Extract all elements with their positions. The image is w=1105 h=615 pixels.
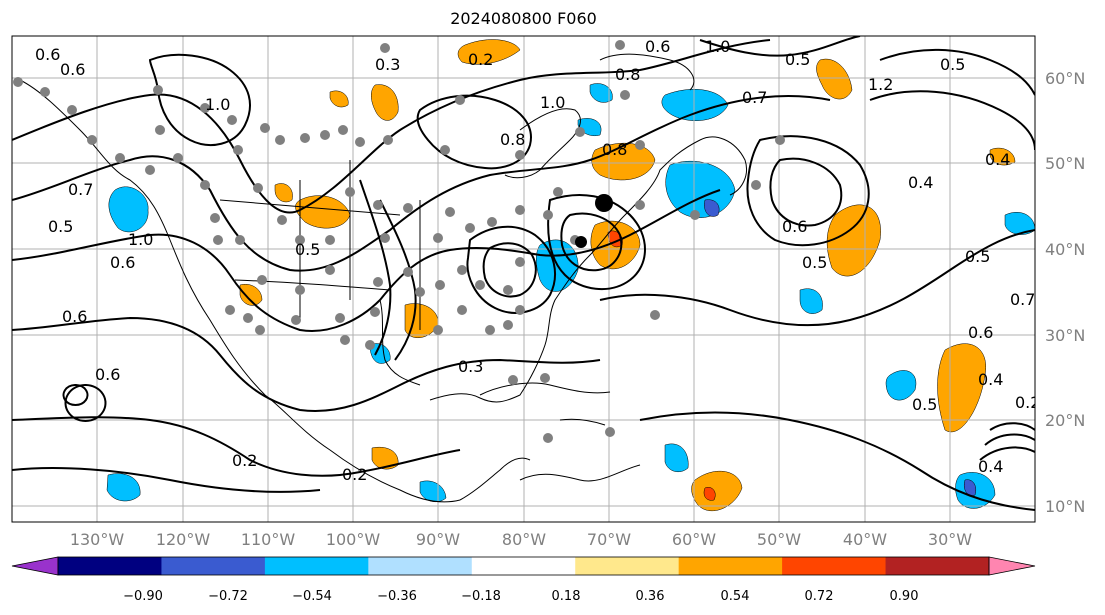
contour-label: 0.5 [802,253,827,272]
colorbar-tick-label: −0.90 [123,589,163,604]
lon-label: 110°W [241,530,296,549]
contour-label: 0.2 [1015,393,1040,412]
colorbar-segment [161,557,266,575]
lon-label: 90°W [416,530,460,549]
lat-label: 60°N [1045,69,1085,88]
contour-label: 0.8 [500,130,525,149]
observation-points [13,40,785,443]
colorbar-segment [678,557,783,575]
map-frame [11,35,1036,523]
colorbar-tick-label: −0.54 [292,589,332,604]
colorbar-tick-label: 0.18 [552,589,581,604]
graticule [12,36,1035,522]
colorbar-tick-label: 0.54 [721,589,750,604]
colorbar-extend-max [988,556,1036,576]
contour-label: 0.2 [232,451,257,470]
contour-label: 0.5 [940,55,965,74]
contour-label: 1.2 [868,75,893,94]
colorbar-tick-label: −0.36 [377,589,417,604]
lat-label: 10°N [1045,497,1085,516]
contour-label: 1.0 [128,230,153,249]
contour-label: 0.4 [978,457,1003,476]
colorbar-frame [57,556,990,576]
contour-label: 0.6 [62,307,87,326]
contour-label: 0.7 [1010,290,1035,309]
lat-label: 50°N [1045,154,1085,173]
lon-label: 80°W [502,530,546,549]
colorbar-segment [885,557,990,575]
colorbar [11,556,1036,576]
colorbar-segment [782,557,887,575]
contour-label: 0.6 [782,217,807,236]
contour-label: 0.5 [912,395,937,414]
colorbar-segment [58,557,162,575]
colorbar-tick-label: 0.36 [636,589,665,604]
contour-label: 0.5 [785,50,810,69]
lon-label: 30°W [928,530,972,549]
colorbar-segment [264,557,369,575]
longitude-labels: 130°W 120°W 110°W 100°W 90°W 80°W 70°W 6… [70,530,972,549]
contour-label-group: 0.6 0.6 0.3 0.2 1.0 0.8 1.0 0.8 0.6 0.5 … [35,37,1040,484]
highlight-markers [575,194,613,248]
contour-label: 0.2 [342,465,367,484]
colorbar-tick-label: −0.72 [208,589,248,604]
colorbar-ticks: −0.90 −0.72 −0.54 −0.36 −0.18 0.18 0.36 … [123,589,918,604]
contour-label: 0.6 [645,37,670,56]
contour-label: 0.6 [968,323,993,342]
contour-label: 1.0 [540,93,565,112]
lon-label: 60°W [672,530,716,549]
colorbar-tick-label: −0.18 [461,589,501,604]
lat-label: 40°N [1045,240,1085,259]
contour-label: 0.8 [602,140,627,159]
lon-label: 50°W [757,530,801,549]
map-title: 2024080800 F060 [450,9,597,28]
contour-label: 0.4 [908,173,933,192]
colorbar-segment [471,557,576,575]
colorbar-extend-min [11,556,59,576]
colorbar-tick-label: 0.72 [805,589,834,604]
contour-label: 0.3 [375,55,400,74]
lon-label: 70°W [587,530,631,549]
coastlines [19,53,747,503]
lon-label: 100°W [326,530,381,549]
contour-label: 0.5 [48,217,73,236]
contour-label: 0.6 [110,253,135,272]
contour-label: 0.4 [985,150,1010,169]
map-area: 0.6 0.6 0.3 0.2 1.0 0.8 1.0 0.8 0.6 0.5 … [12,36,1040,522]
contour-label: 0.5 [965,247,990,266]
contour-label: 1.0 [705,37,730,56]
lat-label: 30°N [1045,326,1085,345]
contour-label: 0.7 [68,180,93,199]
contour-label: 0.8 [615,65,640,84]
latitude-labels: 60°N 50°N 40°N 30°N 20°N 10°N [1045,69,1085,516]
colorbar-segment [575,557,680,575]
contour-label: 1.0 [205,95,230,114]
contour-label: 0.6 [35,45,60,64]
lon-label: 130°W [70,530,125,549]
lon-label: 120°W [156,530,211,549]
lat-label: 20°N [1045,411,1085,430]
colorbar-tick-label: 0.90 [890,589,919,604]
contour-label: 0.3 [458,357,483,376]
contour-label: 0.2 [468,50,493,69]
colorbar-segment [368,557,473,575]
lon-label: 40°W [843,530,887,549]
contour-label: 0.6 [95,365,120,384]
contour-label: 0.7 [742,88,767,107]
contour-label: 0.6 [60,60,85,79]
contour-label: 0.5 [295,240,320,259]
contour-label: 0.4 [978,370,1003,389]
shaded-fields [106,39,1035,512]
